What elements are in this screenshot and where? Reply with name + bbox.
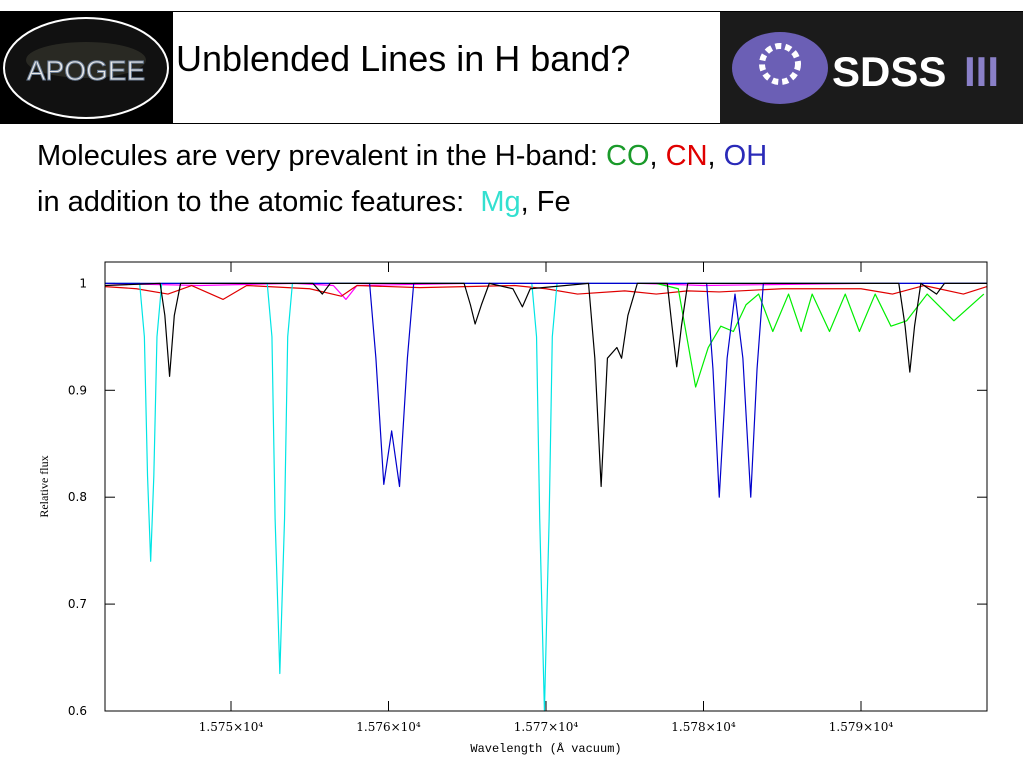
x-tick-label: 1.577×10⁴ xyxy=(514,720,579,734)
logo-art: APOGEE xyxy=(3,17,169,119)
text-line: Molecules are very prevalent in the H-ba… xyxy=(37,140,767,173)
y-tick-label: 0.7 xyxy=(68,597,87,611)
x-tick-label: 1.576×10⁴ xyxy=(356,720,421,734)
logo-gear xyxy=(759,43,801,85)
text-segment: in addition to the atomic features: xyxy=(37,186,481,218)
y-axis-label: Relative flux xyxy=(37,455,51,517)
x-tick-label: 1.579×10⁴ xyxy=(829,720,894,734)
logo-art: SDSS III xyxy=(732,32,999,104)
y-tick-label: 0.9 xyxy=(68,383,87,397)
text-segment: , xyxy=(707,140,724,172)
header-rule xyxy=(0,123,1023,124)
text-line: in addition to the atomic features: Mg, … xyxy=(37,186,571,219)
text-segment: , xyxy=(649,140,666,172)
spectrum-line xyxy=(105,282,987,712)
y-tick-label: 1 xyxy=(79,276,87,290)
x-axis-label: Wavelength (Å vacuum) xyxy=(470,741,621,756)
y-tick-label: 0.6 xyxy=(68,704,87,718)
apogee-logo: APOGEE xyxy=(0,12,173,123)
y-tick-label: 0.8 xyxy=(68,490,87,504)
logo-suffix: III xyxy=(964,48,999,95)
text-segment: Molecules are very prevalent in the H-ba… xyxy=(37,140,607,172)
text-segment: CN xyxy=(665,140,708,172)
text-segment: OH xyxy=(723,140,768,172)
spectrum-line xyxy=(104,284,988,301)
text-segment: , Fe xyxy=(520,186,571,218)
x-tick-label: 1.578×10⁴ xyxy=(671,720,736,734)
logo-mark xyxy=(732,32,828,104)
logo-text: SDSS xyxy=(832,48,946,95)
logo-text: APOGEE xyxy=(27,55,145,86)
slide-title: Unblended Lines in H band? xyxy=(176,38,631,79)
spectrum-line xyxy=(105,282,987,498)
text-segment: CO xyxy=(606,140,650,172)
plot-frame xyxy=(104,261,988,712)
spectrum-line xyxy=(656,282,985,388)
x-tick-label: 1.575×10⁴ xyxy=(199,720,264,734)
spectrum-line xyxy=(104,282,987,488)
logo-galaxy xyxy=(26,42,146,78)
text-segment: Mg xyxy=(480,186,521,218)
sdss-logo: SDSS III xyxy=(720,12,1023,124)
header-rule xyxy=(0,11,1023,12)
